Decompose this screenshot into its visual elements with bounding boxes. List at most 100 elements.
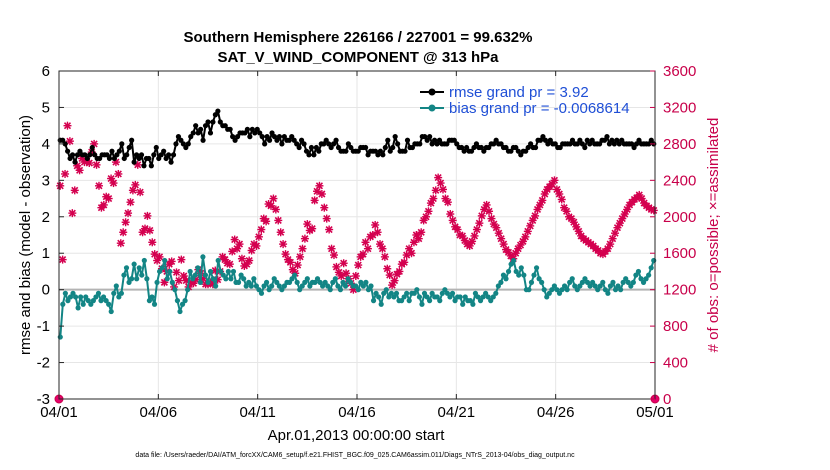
assimilated-point [136,188,145,197]
bias-point [57,334,63,340]
bias-point [299,283,305,289]
assimilated-point [446,210,455,219]
bias-point [442,287,448,293]
bias-point [185,287,191,293]
bias-point [528,279,535,285]
bias-point [281,283,288,289]
bias-point [406,298,412,304]
rmse-point [289,134,295,140]
assimilated-point [65,137,74,146]
rmse-point [614,137,620,143]
bias-point [348,279,354,285]
bias-point [363,279,369,285]
bias-point [646,272,652,278]
rmse-point [249,126,255,132]
assimilated-point [320,203,329,212]
bias-point [251,276,257,282]
bias-point [589,279,596,285]
rmse-point [537,137,544,143]
bias-point [128,276,135,282]
bias-point [595,287,601,293]
series-lines [57,108,657,340]
bias-point [544,294,550,300]
rmse-point [587,141,593,147]
rmse-point [106,155,113,162]
bias-point [381,290,387,296]
assimilated-point [383,264,392,273]
bias-point [651,257,657,264]
rmse-point [481,148,487,154]
x-tick-label: 04/26 [537,404,575,421]
rmse-point [82,152,88,158]
assimilated-point [109,179,118,188]
rmse-point [335,144,342,151]
rmse-point [244,126,251,132]
bias-point [564,287,570,293]
bias-point [314,276,321,282]
rmse-point [532,144,539,151]
rmse-point [190,130,196,136]
bias-point [134,276,140,282]
bias-point [256,287,262,293]
assimilated-point [177,255,186,264]
bias-point [192,272,198,278]
rmse-point [153,144,159,151]
assimilated-point [271,205,280,214]
bias-point [340,279,346,285]
assimilated-point [337,272,346,280]
assimilated-point [482,200,491,209]
rmse-point [274,137,280,143]
rmse-point [473,141,480,147]
bias-point [103,298,109,304]
bias-point [526,287,532,293]
rmse-point [404,137,411,143]
bias-point [332,276,338,282]
rmse-point [188,134,194,140]
y-tick-label: 4 [42,136,50,153]
assimilated-point [245,256,254,265]
assimilated-point [439,185,448,194]
legend-rmse-label: rmse grand pr = 3.92 [449,84,589,101]
assimilated-point [317,190,326,198]
rmse-point [451,137,457,143]
rmse-point [124,152,130,158]
bias-point [108,308,114,315]
bias-point [274,279,280,285]
bias-point [78,294,84,300]
assimilated-point [325,225,334,234]
y-right-tick-label: 800 [663,318,688,335]
bias-point [88,301,94,307]
bias-point [253,283,259,289]
rmse-point [513,144,519,151]
rmse-point [468,148,475,154]
bias-point [414,287,420,293]
assimilated-point [61,169,70,178]
y-tick-label: 0 [42,282,50,299]
y-right-axis-label: # of obs: o=possible; ×=assimilated [705,118,722,353]
bias-point [202,272,209,278]
bias-point [85,298,91,304]
rmse-point [306,152,312,158]
rmse-point [146,155,152,162]
assimilated-point [538,196,547,205]
assimilated-point [300,234,309,243]
bias-point [131,261,137,267]
assimilated-point [293,261,302,270]
bias-point [187,268,193,275]
bias-point [136,265,142,271]
assimilated-point [378,244,387,253]
rmse-point [60,137,66,143]
rmse-point [321,141,327,147]
bias-point [162,257,168,264]
assimilated-point [279,240,288,249]
x-axis-label: Apr.01,2013 00:00:00 start [268,427,446,444]
bias-point [429,290,435,296]
assimilated-point [339,259,348,268]
y-right-axis-ticks: 3600 3200 2800 2400 2000 1600 1200 800 400 0 [650,63,696,408]
rmse-point [478,144,484,151]
rmse-point [636,137,642,143]
y-right-tick-label: 2000 [663,209,696,226]
bias-point [391,294,397,300]
bias-point [248,283,254,289]
bias-point [577,283,583,289]
